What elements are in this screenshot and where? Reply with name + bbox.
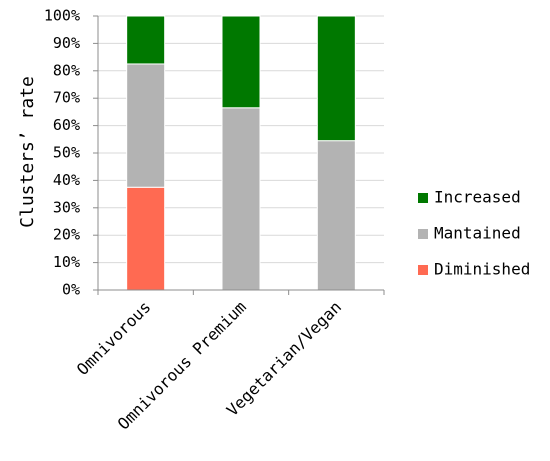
legend-swatch xyxy=(418,229,428,239)
y-tick-label: 70% xyxy=(53,89,80,107)
y-tick-label: 100% xyxy=(44,7,80,25)
bar-mantained-omnivorous-premium xyxy=(221,107,261,291)
y-tick-labels: 0% 10% 20% 30% 40% 50% 60% 70% 80% 90% 100% xyxy=(44,7,80,299)
legend: Increased Mantained Diminished xyxy=(418,188,530,279)
y-tick-label: 90% xyxy=(53,34,80,52)
y-tick-label: 60% xyxy=(53,116,80,134)
legend-label: Mantained xyxy=(434,224,521,243)
y-tick-label: 0% xyxy=(62,281,80,299)
y-tick-label: 20% xyxy=(53,226,80,244)
bar-diminished-omnivorous xyxy=(126,186,166,291)
y-tick-label: 30% xyxy=(53,198,80,216)
legend-label: Diminished xyxy=(434,260,530,279)
y-tick-label: 10% xyxy=(53,253,80,271)
y-tick-label: 50% xyxy=(53,144,80,162)
legend-item-diminished: Diminished xyxy=(418,260,530,279)
x-category-label-omnivorous: Omnivorous xyxy=(73,297,155,379)
legend-item-increased: Increased xyxy=(418,188,521,207)
axes xyxy=(93,15,385,295)
y-axis-title: Clusters’ rate xyxy=(17,76,38,228)
bar-mantained-omnivorous xyxy=(126,63,166,188)
bar-increased-omnivorous xyxy=(126,15,166,65)
bar-increased-omnivorous-premium xyxy=(221,15,261,109)
y-tick-label: 40% xyxy=(53,171,80,189)
y-tick-label: 80% xyxy=(53,61,80,79)
bar-mantained-vegetarian-vegan xyxy=(316,140,356,291)
legend-swatch xyxy=(418,265,428,275)
legend-item-mantained: Mantained xyxy=(418,224,521,243)
legend-label: Increased xyxy=(434,188,521,207)
legend-swatch xyxy=(418,193,428,203)
bar-increased-vegetarian-vegan xyxy=(316,15,356,142)
bar-stacks xyxy=(126,15,356,291)
